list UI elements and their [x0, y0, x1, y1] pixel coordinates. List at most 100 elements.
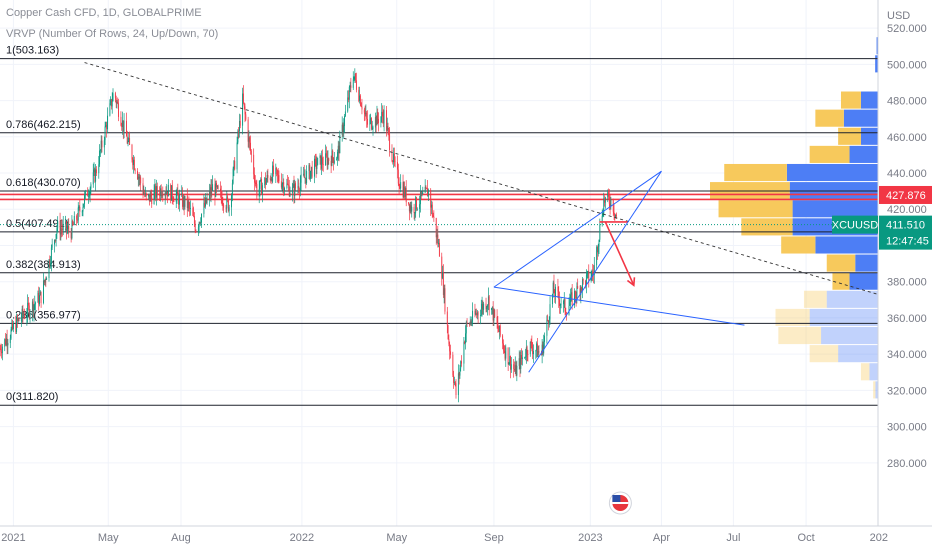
- candle-body: [597, 246, 599, 253]
- volume-profile-down-bar: [855, 254, 878, 272]
- candle-body: [16, 317, 18, 321]
- candle-body: [153, 191, 155, 205]
- sloping-line: [493, 286, 745, 326]
- candle-body: [88, 195, 90, 197]
- candle-body: [51, 244, 53, 248]
- candle-body: [132, 159, 134, 166]
- candle-body: [497, 323, 499, 329]
- candle-body: [409, 205, 411, 212]
- candle-body: [118, 103, 119, 117]
- volume-profile-up-bar: [809, 145, 850, 163]
- candle-body: [436, 234, 438, 238]
- candle-body: [112, 93, 114, 102]
- candle-body: [355, 80, 357, 90]
- candle-body: [100, 140, 102, 151]
- candle-body: [272, 165, 274, 182]
- candle-body: [134, 169, 136, 172]
- candle-body: [424, 186, 426, 193]
- candle-body: [210, 187, 212, 196]
- y-tick-label: 420.000: [887, 204, 927, 216]
- candle-body: [559, 299, 560, 306]
- candle-body: [476, 313, 477, 315]
- candle-body: [165, 192, 167, 194]
- candle-body: [177, 190, 179, 196]
- candle-body: [358, 89, 360, 101]
- candle-body: [197, 227, 199, 232]
- volume-profile-down-bar: [815, 236, 878, 254]
- candle-body: [348, 97, 349, 100]
- candle-body: [111, 101, 113, 107]
- candle-body: [322, 163, 324, 166]
- candle-body: [476, 312, 478, 315]
- candle-body: [391, 149, 393, 162]
- candle-body: [140, 177, 142, 184]
- candle-body: [310, 170, 312, 179]
- fib-level-label: 0(311.820): [6, 391, 58, 403]
- candle-body: [394, 161, 396, 163]
- candle-body: [200, 222, 202, 224]
- candle-body: [94, 169, 96, 182]
- event-marker-us: US: [608, 491, 632, 515]
- volume-profile-up-bar: [815, 109, 844, 127]
- candle-body: [493, 309, 495, 321]
- candle-body: [201, 213, 202, 223]
- candle-body: [380, 117, 382, 124]
- candle-body: [526, 347, 528, 355]
- volume-profile-down-bar: [849, 272, 878, 290]
- candle-body: [579, 288, 581, 295]
- y-tick-label: 520.000: [887, 23, 927, 35]
- candle-body: [46, 278, 48, 280]
- y-tick-label: 320.000: [887, 385, 927, 397]
- candle-body: [305, 177, 307, 184]
- candle-body: [115, 97, 117, 104]
- candle-body: [485, 303, 487, 310]
- candle-body: [470, 321, 472, 323]
- volume-profile-down-bar: [869, 363, 878, 381]
- volume-profile-up-bar: [840, 91, 861, 109]
- candle-body: [328, 158, 330, 161]
- candle-body: [575, 297, 577, 298]
- candle-body: [67, 226, 69, 230]
- candle-body: [317, 157, 319, 166]
- candle-body: [55, 233, 57, 242]
- volume-profile-up-bar: [803, 290, 827, 308]
- candle-body: [171, 185, 173, 199]
- candle-body: [308, 165, 310, 171]
- candle-body: [559, 304, 561, 306]
- candle-body: [366, 113, 368, 119]
- candle-body: [31, 301, 33, 313]
- chart-title: Copper Cash CFD, 1D, GLOBALPRIME: [6, 7, 202, 19]
- candle-body: [143, 193, 145, 195]
- candle-body: [303, 173, 305, 178]
- candle-body: [521, 357, 523, 359]
- candle-body: [459, 368, 461, 376]
- candle-body: [144, 193, 146, 196]
- candle-body: [610, 199, 612, 207]
- candle-body: [590, 276, 592, 281]
- volume-profile-up-bar: [826, 254, 856, 272]
- candle-body: [303, 173, 304, 175]
- volume-profile-down-bar: [792, 200, 878, 218]
- volume-profile-up-bar: [860, 363, 870, 381]
- candle-body: [530, 341, 532, 343]
- candles: [0, 68, 617, 403]
- candle-body: [37, 293, 39, 303]
- candle-body: [549, 304, 551, 320]
- candle-body: [6, 338, 8, 346]
- candle-body: [565, 311, 567, 315]
- candle-body: [217, 185, 219, 189]
- candle-body: [254, 174, 255, 183]
- candle-body: [0, 348, 2, 352]
- candle-body: [354, 73, 356, 77]
- candle-body: [563, 299, 565, 301]
- candle-body: [137, 171, 138, 180]
- candle-body: [482, 303, 484, 310]
- candle-body: [299, 182, 301, 192]
- x-tick-label: May: [98, 532, 119, 544]
- candle-body: [188, 201, 190, 205]
- candle-body: [602, 213, 604, 217]
- y-tick-label: 300.000: [887, 422, 927, 434]
- candle-body: [593, 265, 595, 276]
